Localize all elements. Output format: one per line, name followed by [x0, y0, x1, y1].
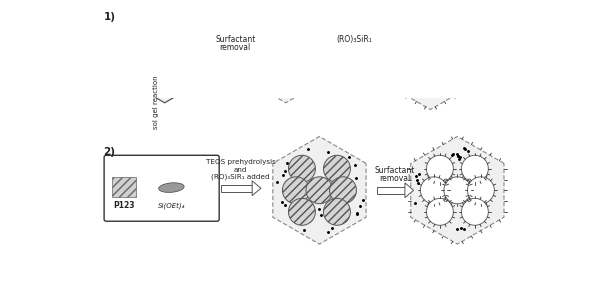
Polygon shape	[112, 178, 136, 197]
Text: sol gel reaction: sol gel reaction	[153, 75, 159, 129]
Text: TEOS prehydrolysis: TEOS prehydrolysis	[206, 159, 275, 165]
Circle shape	[461, 198, 488, 225]
Text: (RO)₃SiR₁: (RO)₃SiR₁	[336, 35, 372, 44]
Text: removal: removal	[379, 174, 410, 183]
Polygon shape	[248, 48, 257, 63]
Polygon shape	[245, 8, 326, 103]
Text: Surfactant: Surfactant	[215, 35, 256, 44]
Circle shape	[138, 25, 162, 49]
Text: (RO)₃SiR₁ added: (RO)₃SiR₁ added	[211, 174, 270, 180]
Circle shape	[400, 64, 426, 91]
Polygon shape	[214, 52, 248, 59]
Circle shape	[306, 177, 333, 204]
Circle shape	[468, 177, 495, 204]
Polygon shape	[384, 2, 477, 110]
Polygon shape	[365, 48, 373, 63]
Circle shape	[168, 63, 192, 87]
Text: 2): 2)	[103, 147, 115, 157]
Text: and: and	[234, 167, 248, 173]
Circle shape	[288, 155, 315, 182]
Polygon shape	[411, 137, 504, 244]
Circle shape	[434, 64, 461, 91]
Circle shape	[288, 63, 313, 87]
Circle shape	[138, 63, 162, 87]
Circle shape	[132, 43, 156, 68]
Circle shape	[274, 43, 298, 68]
Polygon shape	[221, 185, 252, 192]
Circle shape	[288, 198, 315, 225]
Circle shape	[172, 43, 197, 68]
Circle shape	[330, 177, 357, 204]
Circle shape	[259, 25, 283, 49]
Text: Surfactant: Surfactant	[375, 166, 415, 175]
Circle shape	[444, 177, 471, 204]
Circle shape	[440, 42, 468, 69]
Text: Si(OEt)₄: Si(OEt)₄	[158, 202, 185, 209]
Circle shape	[426, 155, 453, 182]
Text: removal: removal	[220, 43, 251, 52]
Circle shape	[259, 63, 283, 87]
Circle shape	[288, 25, 313, 49]
Circle shape	[168, 25, 192, 49]
Text: P123: P123	[113, 201, 135, 210]
Circle shape	[461, 155, 488, 182]
Polygon shape	[124, 8, 206, 103]
Circle shape	[254, 43, 278, 68]
Circle shape	[394, 42, 420, 69]
Circle shape	[153, 43, 177, 68]
Circle shape	[294, 43, 318, 68]
Polygon shape	[273, 137, 366, 244]
FancyBboxPatch shape	[104, 155, 219, 221]
Polygon shape	[376, 187, 405, 194]
Polygon shape	[405, 183, 413, 198]
Circle shape	[323, 198, 351, 225]
Circle shape	[282, 177, 309, 204]
Circle shape	[400, 21, 426, 48]
Polygon shape	[336, 52, 365, 59]
Polygon shape	[252, 181, 261, 196]
Circle shape	[323, 155, 351, 182]
Ellipse shape	[159, 183, 184, 192]
Text: 1): 1)	[103, 12, 115, 22]
Circle shape	[426, 198, 453, 225]
Circle shape	[420, 177, 447, 204]
Circle shape	[417, 42, 444, 69]
Circle shape	[434, 21, 461, 48]
